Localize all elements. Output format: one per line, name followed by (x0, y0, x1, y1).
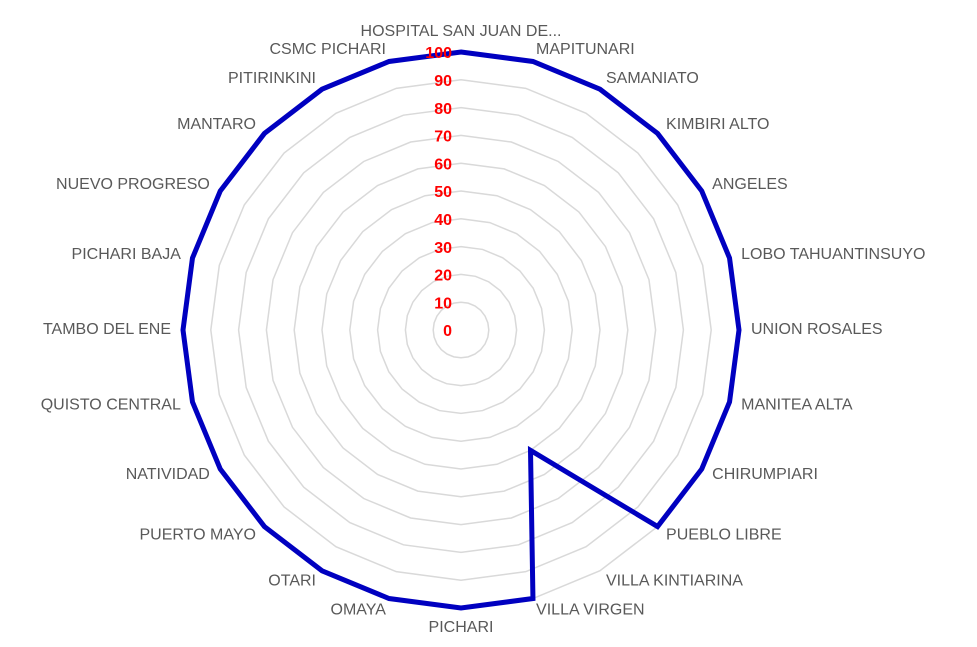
grid-ring (349, 218, 573, 442)
r-tick-label: 80 (434, 101, 452, 118)
category-label: OMAYA (331, 601, 387, 618)
grid-ring (321, 190, 601, 470)
category-label: PUERTO MAYO (139, 526, 255, 543)
r-tick-label: 10 (434, 295, 452, 312)
r-tick-label: 0 (443, 323, 452, 340)
category-label: TAMBO DEL ENE (43, 321, 171, 338)
grid-ring (432, 301, 490, 359)
category-label: LOBO TAHUANTINSUYO (741, 246, 925, 263)
category-label: SAMANIATO (606, 70, 699, 87)
category-label: PITIRINKINI (228, 70, 316, 87)
category-label: PUEBLO LIBRE (666, 526, 782, 543)
category-label: NATIVIDAD (126, 466, 210, 483)
grid-ring (376, 245, 546, 415)
category-label: ANGELES (712, 176, 788, 193)
r-tick-label: 100 (425, 45, 452, 62)
category-label: MANITEA ALTA (741, 396, 853, 413)
category-label: VILLA VIRGEN (536, 601, 645, 618)
category-label: CHIRUMPIARI (712, 466, 818, 483)
r-tick-label: 30 (434, 240, 452, 257)
r-tick-label: 20 (434, 268, 452, 285)
r-tick-label: 40 (434, 212, 452, 229)
category-label: KIMBIRI ALTO (666, 116, 769, 133)
grid-ring (210, 79, 712, 581)
category-label: PICHARI (429, 619, 494, 636)
category-label: PICHARI BAJA (72, 246, 182, 263)
r-tick-label: 70 (434, 129, 452, 146)
r-tick-label: 50 (434, 184, 452, 201)
category-label: VILLA KINTIARINA (606, 572, 743, 589)
r-tick-label: 60 (434, 156, 452, 173)
category-label: HOSPITAL SAN JUAN DE... (361, 23, 562, 40)
grid-ring (237, 106, 685, 554)
r-tick-label: 90 (434, 73, 452, 90)
series-line (180, 49, 742, 611)
grid-ring (265, 134, 657, 526)
category-label: OTARI (268, 572, 316, 589)
category-label: QUISTO CENTRAL (41, 396, 181, 413)
category-label: MANTARO (177, 116, 256, 133)
grid-ring (293, 162, 629, 498)
category-label: CSMC PICHARI (269, 41, 385, 58)
category-label: MAPITUNARI (536, 41, 635, 58)
category-label: UNION ROSALES (751, 321, 883, 338)
grid-ring (404, 273, 518, 387)
category-label: NUEVO PROGRESO (56, 176, 210, 193)
